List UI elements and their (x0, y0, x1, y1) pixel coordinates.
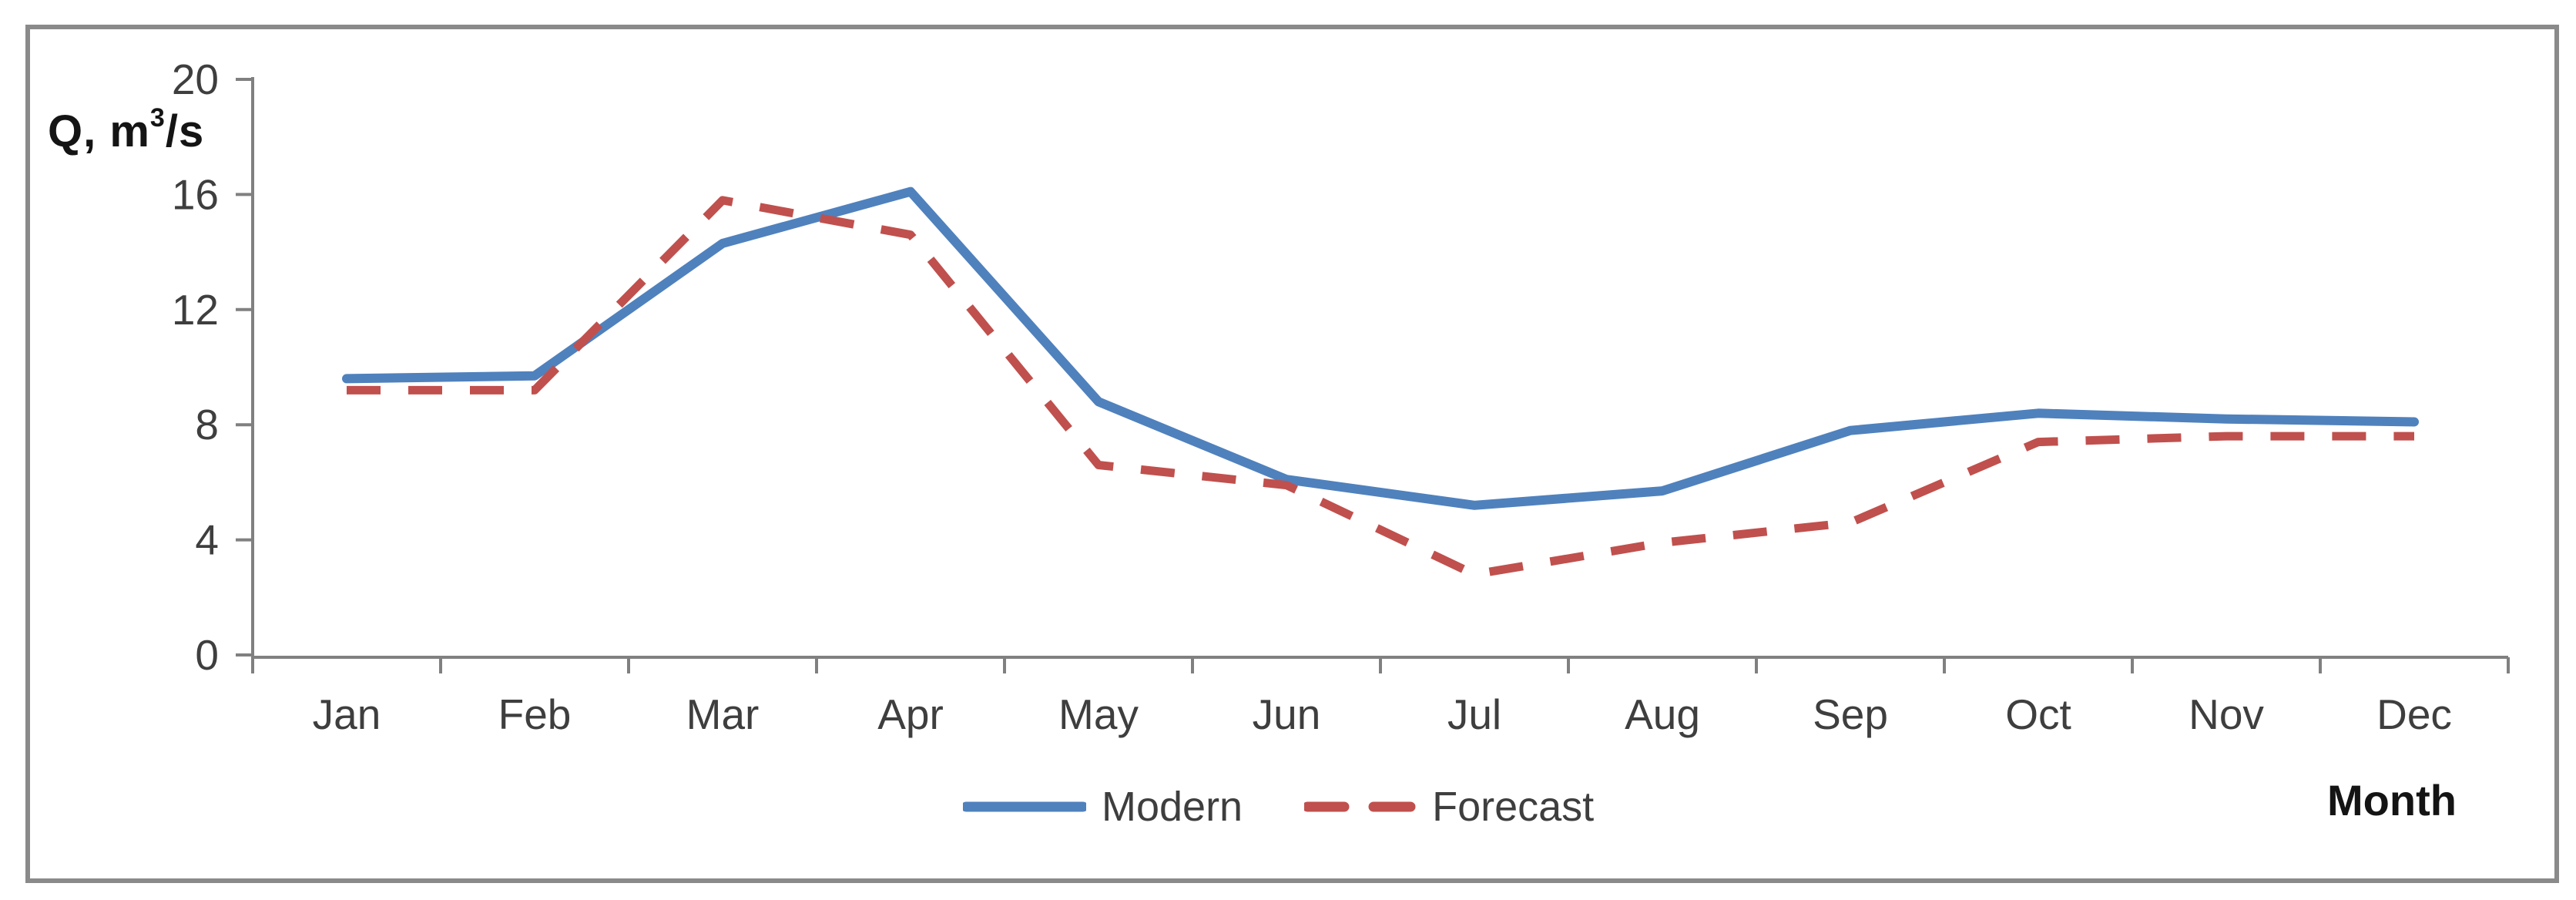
y-tick-label: 4 (195, 516, 219, 564)
x-category-label: Nov (2189, 690, 2264, 738)
y-tick-label: 20 (172, 55, 219, 103)
y-tick-label: 8 (195, 401, 219, 448)
forecast-line (347, 196, 2414, 579)
y-axis-title: Q, m3/s (48, 103, 204, 157)
y-tick-label: 16 (172, 170, 219, 218)
x-axis-title: Month (2327, 776, 2457, 824)
x-category-label: Dec (2376, 690, 2452, 738)
x-category-label: Apr (877, 690, 944, 738)
x-category-label: Feb (498, 690, 572, 738)
y-axis-title-sup: 3 (149, 103, 166, 133)
x-category-label: Jul (1447, 690, 1501, 738)
y-tick-label: 12 (172, 286, 219, 334)
x-category-label: Oct (2005, 690, 2071, 738)
legend-forecast-swatch (1304, 801, 1417, 812)
x-category-label: Jun (1253, 690, 1321, 738)
x-category-label: Jan (313, 690, 381, 738)
y-axis-title-prefix: Q, m (48, 106, 150, 156)
y-axis-title-suffix: /s (165, 106, 205, 156)
legend-modern-label: Modern (1102, 784, 1243, 830)
legend: Modern Forecast (963, 778, 1594, 835)
x-category-label: Aug (1625, 690, 1700, 738)
chart-frame (25, 25, 2559, 883)
y-tick-label: 0 (195, 631, 219, 679)
x-category-label: Sep (1813, 690, 1888, 738)
legend-modern-swatch (963, 801, 1086, 812)
x-category-label: Mar (686, 690, 760, 738)
legend-forecast-label: Forecast (1432, 784, 1595, 830)
modern-line (342, 186, 2419, 510)
x-category-label: May (1058, 690, 1139, 738)
